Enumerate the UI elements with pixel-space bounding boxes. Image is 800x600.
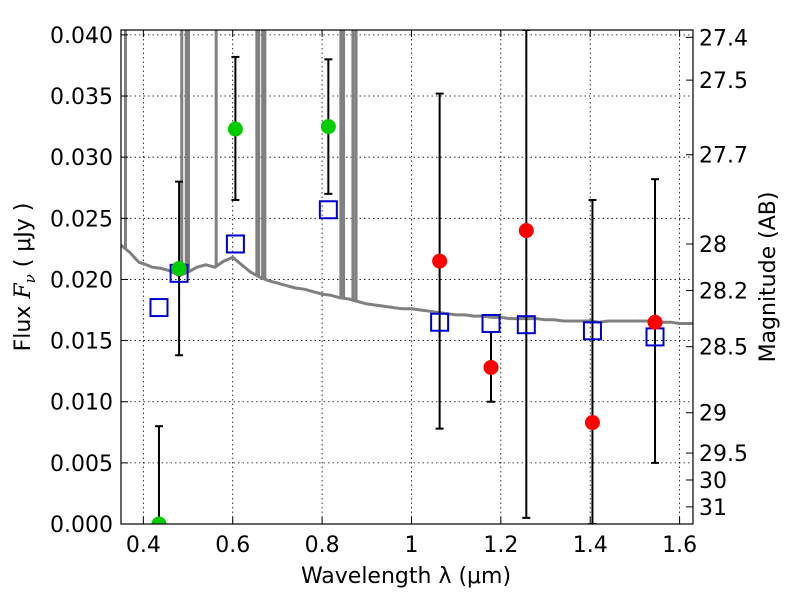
y-tick-label: 0.010 — [50, 391, 113, 416]
nir-flux-point — [647, 314, 663, 330]
y-tick-labels: 0.000 0.005 0.010 0.015 0.020 0.025 0.030 0.035… — [50, 24, 113, 538]
model-photometry-square — [225, 234, 245, 254]
y-tick-label: 0.020 — [50, 268, 113, 293]
mag-tick-label: 29 — [699, 402, 727, 427]
model-photometry-square — [481, 313, 501, 333]
optical-flux-point — [227, 121, 243, 137]
y-axis-label-prefix: Flux — [11, 299, 36, 352]
x-tick-label: 1.6 — [662, 533, 697, 558]
optical-flux-point — [151, 516, 167, 524]
y-tick-label: 0.000 — [50, 513, 113, 538]
y2-axis-label: Magnitude (AB) — [756, 192, 781, 363]
y-tick-label: 0.005 — [50, 452, 113, 477]
y-axis-label-subscript: ν — [21, 274, 39, 283]
y-axis-label-math: F — [11, 283, 36, 300]
y-tick-label: 0.025 — [50, 207, 113, 232]
model-sed-line — [121, 244, 693, 325]
plot-frame — [120, 29, 694, 525]
axis-ticks — [121, 30, 693, 525]
y-tick-label: 0.040 — [50, 24, 113, 49]
y-axis-label: Flux Fν ( μJy ) — [11, 203, 39, 352]
mag-tick-label: 27.7 — [699, 144, 748, 169]
mag-tick-label: 31 — [699, 496, 727, 521]
optical-flux-point — [171, 260, 187, 276]
model-photometry-square — [516, 315, 536, 335]
x-axis-label: Wavelength λ (μm) — [301, 564, 511, 589]
nir-flux-point — [518, 223, 534, 239]
model-sed-curve — [121, 30, 693, 325]
mag-tick-label: 28.2 — [699, 279, 748, 304]
mag-tick-label: 28 — [699, 233, 727, 258]
model-photometry-square — [318, 200, 338, 220]
y-tick-label: 0.035 — [50, 85, 113, 110]
mag-tick-label: 27.4 — [699, 26, 748, 51]
model-photometry-square — [582, 321, 602, 341]
x-tick-label: 0.6 — [215, 533, 250, 558]
x-tick-labels: 0.4 0.6 0.8 1 1.2 1.4 1.6 — [126, 533, 697, 558]
mag-tick-label: 29.5 — [699, 442, 748, 467]
model-photometry-square — [430, 312, 450, 332]
y-tick-label: 0.015 — [50, 330, 113, 355]
markers — [149, 119, 665, 524]
x-tick-label: 1 — [404, 533, 418, 558]
grid — [121, 30, 693, 525]
x-tick-label: 1.4 — [573, 533, 608, 558]
nir-flux-point — [432, 253, 448, 269]
x-tick-label: 1.2 — [483, 533, 518, 558]
optical-flux-point — [320, 119, 336, 135]
x-tick-label: 0.4 — [126, 533, 161, 558]
x-tick-label: 0.8 — [305, 533, 340, 558]
mag-tick-label: 30 — [699, 469, 727, 494]
nir-flux-point — [483, 359, 499, 375]
y-tick-label: 0.030 — [50, 146, 113, 171]
model-photometry-square — [149, 298, 169, 318]
mag-tick-label: 27.5 — [699, 69, 748, 94]
nir-flux-point — [584, 415, 600, 431]
y-axis-label-suffix: ( μJy ) — [11, 203, 36, 275]
mag-tick-label: 28.5 — [699, 336, 748, 361]
error-bars — [154, 30, 660, 524]
